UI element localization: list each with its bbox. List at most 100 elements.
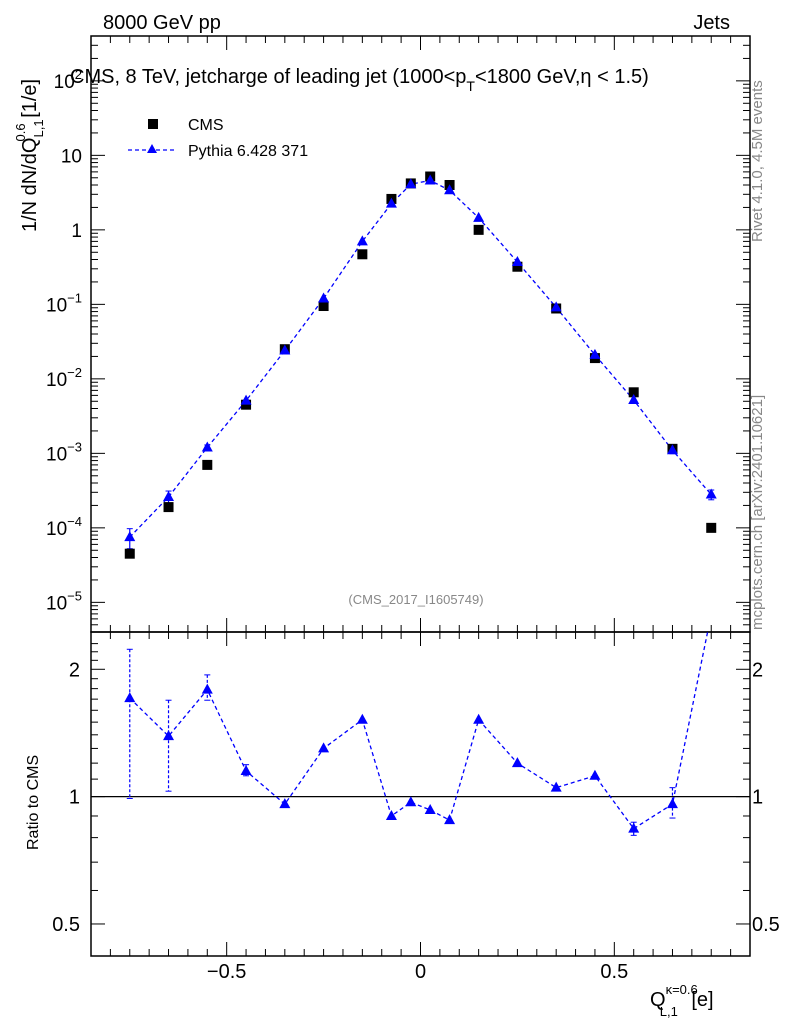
x-axis-label-sub: L,1 xyxy=(660,1004,678,1019)
pythia-data-point xyxy=(240,394,252,405)
y-tick-label-base: 10 xyxy=(46,593,67,614)
ratio-data-point xyxy=(473,713,485,724)
y-tick-label-base: 10 xyxy=(46,519,67,540)
legend: CMS Pythia 6.428 371 xyxy=(128,117,308,160)
y-tick-label: 10−3 xyxy=(46,439,82,465)
y-tick-label: 10−5 xyxy=(46,588,82,614)
pythia-data-point xyxy=(589,348,601,359)
pythia-data-point xyxy=(124,531,136,542)
ratio-data-point xyxy=(405,796,417,807)
cms-data-point xyxy=(512,261,523,272)
y-tick-label-exp: −1 xyxy=(67,290,82,305)
ratio-data-point xyxy=(589,769,601,780)
pythia-data-point xyxy=(318,292,330,303)
analysis-watermark: (CMS_2017_I1605749) xyxy=(348,592,483,607)
y-tick-label: 1 xyxy=(71,221,82,242)
y-tick-label-exp: −3 xyxy=(67,439,82,454)
cms-data-point xyxy=(124,548,135,559)
pythia-data-point xyxy=(628,394,640,405)
mcplots-label: mcplots.cern.ch [arXiv:2401.10621] xyxy=(749,395,766,630)
y-tick-label-exp: −5 xyxy=(67,588,82,603)
pythia-data-point xyxy=(550,301,562,312)
rivet-version-label: Rivet 4.1.0, 4.5M events xyxy=(749,80,766,242)
ratio-data-point xyxy=(201,683,213,694)
pythia-data-point xyxy=(666,444,678,455)
x-tick-label: 0.5 xyxy=(600,961,628,983)
pythia-data-point xyxy=(385,197,397,208)
cms-data-point xyxy=(357,249,368,260)
y-tick-label-base: 10 xyxy=(54,72,75,93)
pythia-data-point xyxy=(163,490,175,501)
pythia-data-point xyxy=(705,488,717,499)
ratio-data-point xyxy=(628,822,640,833)
cms-data-point xyxy=(318,301,329,312)
ratio-data-point xyxy=(550,781,562,792)
x-axis-label-main: Q xyxy=(650,989,666,1011)
pythia-series-line xyxy=(129,179,712,538)
y-axis-label-sup: 0.6 xyxy=(13,123,28,141)
pythia-data-point xyxy=(511,256,523,267)
pythia-data-point xyxy=(356,235,368,246)
y-tick-label: 10−4 xyxy=(46,514,82,540)
cms-data-point xyxy=(202,459,213,470)
y-tick-label-exp: −4 xyxy=(67,514,82,529)
y-tick-label: 10−1 xyxy=(46,290,82,316)
y-tick-label: 10 xyxy=(61,146,82,167)
ratio-data-point xyxy=(240,764,252,775)
ratio-y-tick-label-right: 1 xyxy=(752,787,763,809)
y-tick-label-base: 10 xyxy=(46,295,67,316)
x-axis-label-sup: κ=0.6 xyxy=(666,982,698,997)
x-tick-label: −0.5 xyxy=(207,961,246,983)
y-axis-label-unit: [1/e] xyxy=(19,79,41,123)
cms-data-point xyxy=(473,224,484,235)
header-right: Jets xyxy=(693,12,730,34)
ratio-y-tick-label-left: 0.5 xyxy=(52,914,80,936)
x-tick-label: 0 xyxy=(415,961,426,983)
ratio-data-point xyxy=(163,730,175,741)
y-tick-label-base: 10 xyxy=(46,444,67,465)
y-axis-label-main: 1/N dN/dQ xyxy=(19,138,41,232)
plot-title: CMS, 8 TeV, jetcharge of leading jet (10… xyxy=(70,66,649,94)
ratio-y-tick-label-left: 1 xyxy=(69,787,80,809)
header-left: 8000 GeV pp xyxy=(103,12,221,34)
ratio-data-point xyxy=(444,814,456,825)
ratio-y-tick-label-right: 2 xyxy=(752,659,763,681)
plot-title-sub: T xyxy=(466,78,475,94)
y-axis-label-sub: L,1 xyxy=(31,119,46,137)
legend-cms-label: CMS xyxy=(188,117,224,134)
ratio-data-point xyxy=(511,757,523,768)
pythia-data-point xyxy=(473,211,485,222)
pythia-data-point xyxy=(201,441,213,452)
ratio-data-point xyxy=(279,798,291,809)
ratio-data-point xyxy=(385,809,397,820)
y-tick-label: 10−2 xyxy=(46,365,82,391)
ratio-series-line xyxy=(129,631,709,830)
legend-pythia-label: Pythia 6.428 371 xyxy=(188,143,308,160)
ratio-data-point xyxy=(318,742,330,753)
x-axis-label: Qκ=0.6 L,1 [e] xyxy=(650,982,714,1019)
ratio-plot-frame xyxy=(90,631,751,957)
ratio-y-tick-label-left: 2 xyxy=(69,659,80,681)
y-tick-label-base: 10 xyxy=(46,370,67,391)
pythia-data-point xyxy=(444,184,456,195)
cms-data-point xyxy=(163,502,174,513)
y-tick-label-exp: −2 xyxy=(67,365,82,380)
plot-title-main: CMS, 8 TeV, jetcharge of leading jet (10… xyxy=(70,66,466,88)
legend-pythia-marker xyxy=(147,144,157,153)
x-axis-label-unit: [e] xyxy=(686,989,714,1011)
legend-cms-marker xyxy=(148,119,158,129)
cms-data-point xyxy=(706,522,717,533)
cms-data-point xyxy=(628,387,639,398)
y-tick-label-exp: 2 xyxy=(75,67,82,82)
ratio-data-point xyxy=(356,713,368,724)
ratio-data-point xyxy=(124,692,136,703)
ratio-data-point xyxy=(424,803,436,814)
pythia-data-point xyxy=(279,344,291,355)
y-tick-label: 102 xyxy=(54,67,82,93)
plot-title-tail: <1800 GeV,η < 1.5) xyxy=(475,66,649,88)
pythia-data-point xyxy=(424,174,436,185)
pythia-data-point xyxy=(405,178,417,189)
cms-data-point xyxy=(241,399,252,410)
